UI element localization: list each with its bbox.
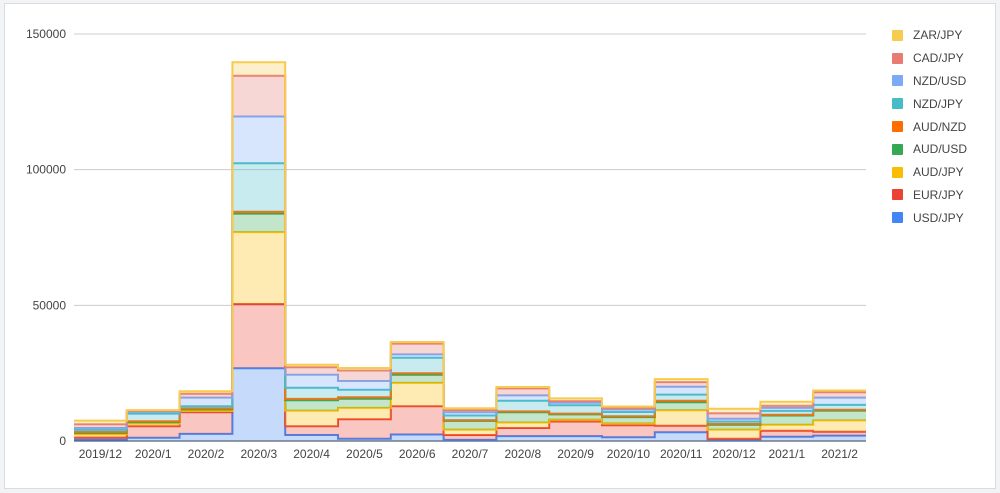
x-tick-label: 2020/12 xyxy=(712,447,756,461)
legend-label: USD/JPY xyxy=(913,210,964,225)
legend-label: NZD/USD xyxy=(913,73,967,88)
legend-swatch xyxy=(892,143,903,155)
x-tick-label: 2020/1 xyxy=(135,447,172,461)
area-nzd-usd xyxy=(74,116,866,430)
y-tick-label: 100000 xyxy=(26,163,66,177)
legend-swatch xyxy=(892,75,903,87)
legend-label: AUD/JPY xyxy=(913,165,964,180)
x-tick-label: 2020/8 xyxy=(504,447,541,461)
legend-item[interactable]: AUD/USD xyxy=(892,138,967,161)
series-line-nzd-usd xyxy=(74,115,866,429)
x-tick-label: 2020/4 xyxy=(293,447,330,461)
legend-item[interactable]: NZD/JPY xyxy=(892,92,967,115)
legend-swatch xyxy=(892,98,903,110)
legend-swatch xyxy=(892,189,903,201)
series-line-eur-jpy xyxy=(74,303,866,440)
legend-item[interactable]: EUR/JPY xyxy=(892,184,967,207)
legend-item[interactable]: AUD/JPY xyxy=(892,161,967,184)
x-tick-label: 2020/5 xyxy=(346,447,383,461)
chart-frame xyxy=(4,3,996,489)
series-line-zar-jpy xyxy=(74,61,866,422)
area-usd-jpy xyxy=(74,368,866,441)
chart-legend: ZAR/JPY CAD/JPY NZD/USD NZD/JPY AUD/NZD AUD/U… xyxy=(892,24,967,229)
x-tick-label: 2020/11 xyxy=(660,447,703,461)
x-tick-label: 2020/6 xyxy=(399,447,436,461)
legend-item[interactable]: AUD/NZD xyxy=(892,115,967,138)
legend-item[interactable]: USD/JPY xyxy=(892,206,967,229)
area-cad-jpy xyxy=(74,75,866,429)
area-zar-jpy xyxy=(74,62,866,425)
legend-item[interactable]: NZD/USD xyxy=(892,70,967,93)
legend-item[interactable]: CAD/JPY xyxy=(892,47,967,70)
series-line-nzd-jpy xyxy=(74,162,866,431)
legend-swatch xyxy=(892,166,903,178)
legend-swatch xyxy=(892,52,903,64)
x-tick-label: 2020/7 xyxy=(452,447,489,461)
legend-swatch xyxy=(892,121,903,133)
x-tick-label: 2020/2 xyxy=(188,447,225,461)
x-tick-label: 2019/12 xyxy=(79,447,123,461)
legend-label: EUR/JPY xyxy=(913,187,964,202)
area-eur-jpy xyxy=(74,304,866,440)
x-tick-label: 2020/10 xyxy=(607,447,651,461)
series-line-cad-jpy xyxy=(74,74,866,426)
x-tick-label: 2021/2 xyxy=(821,447,858,461)
series-line-aud-nzd xyxy=(74,210,866,433)
y-tick-label: 50000 xyxy=(33,298,67,312)
x-tick-label: 2021/1 xyxy=(768,447,805,461)
legend-label: ZAR/JPY xyxy=(913,28,963,43)
y-tick-label: 0 xyxy=(59,434,66,448)
x-tick-label: 2020/3 xyxy=(240,447,277,461)
series-line-usd-jpy xyxy=(74,367,866,441)
area-aud-jpy xyxy=(74,232,866,439)
legend-label: AUD/NZD xyxy=(913,119,967,134)
legend-item[interactable]: ZAR/JPY xyxy=(892,24,967,47)
legend-label: CAD/JPY xyxy=(913,51,964,66)
legend-swatch xyxy=(892,212,903,224)
x-tick-label: 2020/9 xyxy=(557,447,594,461)
legend-label: NZD/JPY xyxy=(913,96,964,111)
legend-swatch xyxy=(892,29,903,41)
y-tick-label: 150000 xyxy=(26,27,66,41)
legend-label: AUD/USD xyxy=(913,142,968,157)
series-line-aud-jpy xyxy=(74,231,866,436)
